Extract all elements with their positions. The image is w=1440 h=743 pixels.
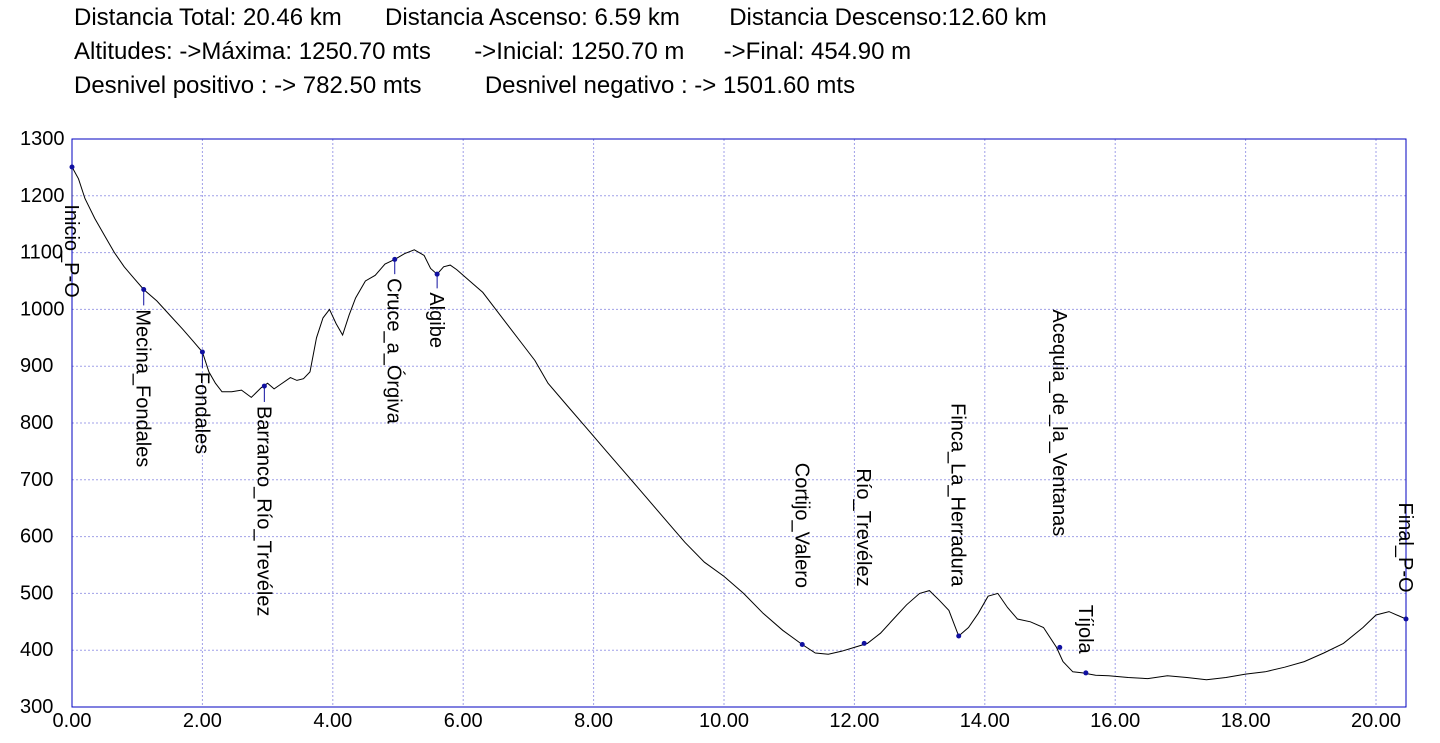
y-tick-label: 800	[20, 412, 53, 434]
descent-distance-label: Distancia Descenso:	[729, 4, 948, 31]
y-tick-label: 1300	[20, 128, 65, 150]
y-tick-label: 500	[20, 582, 53, 604]
waypoint-marker	[1403, 616, 1409, 622]
y-tick-label: 900	[20, 355, 53, 377]
final-altitude-value: 454.90 m	[811, 38, 912, 65]
waypoint-label: Inicio_P-O	[60, 204, 82, 297]
total-distance-value: 20.46 km	[242, 4, 342, 31]
negative-gain-label: Desnivel negativo : ->	[484, 72, 717, 99]
waypoint-marker	[1083, 670, 1089, 676]
ascent-distance-value: 6.59 km	[594, 4, 680, 31]
waypoint-label: Acequia_de_la_Ventanas	[1048, 309, 1070, 536]
initial-altitude-value: 1250.70 m	[570, 38, 685, 65]
waypoint-marker	[799, 642, 805, 648]
waypoint-marker	[434, 271, 440, 277]
total-distance-label: Distancia Total:	[74, 4, 237, 31]
y-tick-label: 1000	[20, 298, 65, 320]
waypoint-label: Cortijo_Valero	[790, 463, 812, 588]
chart-waypoints: Inicio_P-O Mecina_Fondales Fondales Barranc…	[60, 164, 1416, 676]
x-tick-label: 20.00	[1351, 710, 1401, 732]
waypoint-label: Río_Trevélez	[852, 468, 874, 586]
stats-row-altitudes: Altitudes: ->Máxima: 1250.70 mts ->Inici…	[74, 35, 911, 69]
x-tick-label: 14.00	[960, 710, 1010, 732]
positive-gain-label: Desnivel positivo : ->	[74, 72, 297, 99]
y-tick-label: 400	[20, 639, 53, 661]
y-tick-label: 600	[20, 526, 53, 548]
x-tick-label: 18.00	[1221, 710, 1271, 732]
waypoint-marker	[141, 287, 147, 293]
y-tick-label: 1200	[20, 185, 65, 207]
stats-row-elevation-gain: Desnivel positivo : -> 782.50 mts Desniv…	[74, 69, 855, 103]
x-tick-label: 16.00	[1090, 710, 1140, 732]
waypoint-label: Fondales	[190, 372, 212, 454]
chart-grid	[72, 139, 1406, 707]
negative-gain-value: 1501.60 mts	[722, 72, 856, 99]
x-tick-label: 10.00	[699, 710, 749, 732]
max-altitude-label: Altitudes: ->Máxima:	[74, 38, 293, 65]
waypoint-marker	[261, 383, 267, 389]
waypoint-marker	[1057, 644, 1063, 650]
elevation-profile-line	[71, 166, 1407, 681]
x-tick-label: 2.00	[183, 710, 222, 732]
waypoint-label: Cruce_a_Órgiva	[383, 278, 406, 425]
waypoint-label: Finca_La_Herradura	[947, 403, 969, 587]
x-tick-label: 0.00	[53, 710, 92, 732]
y-tick-label: 700	[20, 469, 53, 491]
waypoint-marker	[956, 633, 962, 639]
positive-gain-value: 782.50 mts	[302, 72, 422, 99]
plot-frame	[71, 138, 1407, 708]
x-tick-label: 12.00	[829, 710, 879, 732]
waypoint-label: Barranco_Río_Trevélez	[252, 406, 274, 616]
y-tick-label: 300	[20, 696, 53, 718]
stats-row-distances: Distancia Total: 20.46 km Distancia Asce…	[74, 1, 1047, 35]
waypoint-marker	[392, 256, 398, 262]
x-tick-label: 8.00	[574, 710, 613, 732]
ascent-distance-label: Distancia Ascenso:	[385, 4, 588, 31]
final-altitude-label: ->Final:	[723, 38, 805, 65]
chart-axes: 0.00 2.00 4.00 6.00 8.00 10.00 12.00 14.00 16.00…	[20, 128, 1401, 732]
x-tick-label: 6.00	[444, 710, 483, 732]
chart-frame	[71, 138, 1407, 708]
waypoint-label: Final_P-O	[1394, 503, 1416, 593]
waypoint-label: Algibe	[425, 292, 447, 348]
x-tick-label: 4.00	[313, 710, 352, 732]
waypoint-label: Mecina_Fondales	[132, 309, 154, 467]
initial-altitude-label: ->Inicial:	[474, 38, 565, 65]
y-tick-label: 1100	[20, 242, 63, 264]
waypoint-marker	[861, 640, 867, 646]
max-altitude-value: 1250.70 mts	[298, 38, 431, 65]
descent-distance-value: 12.60 km	[947, 4, 1047, 31]
waypoint-marker	[69, 164, 75, 170]
waypoint-label: Tíjola	[1074, 605, 1096, 655]
waypoint-marker	[199, 349, 205, 355]
chart-series	[71, 166, 1407, 681]
